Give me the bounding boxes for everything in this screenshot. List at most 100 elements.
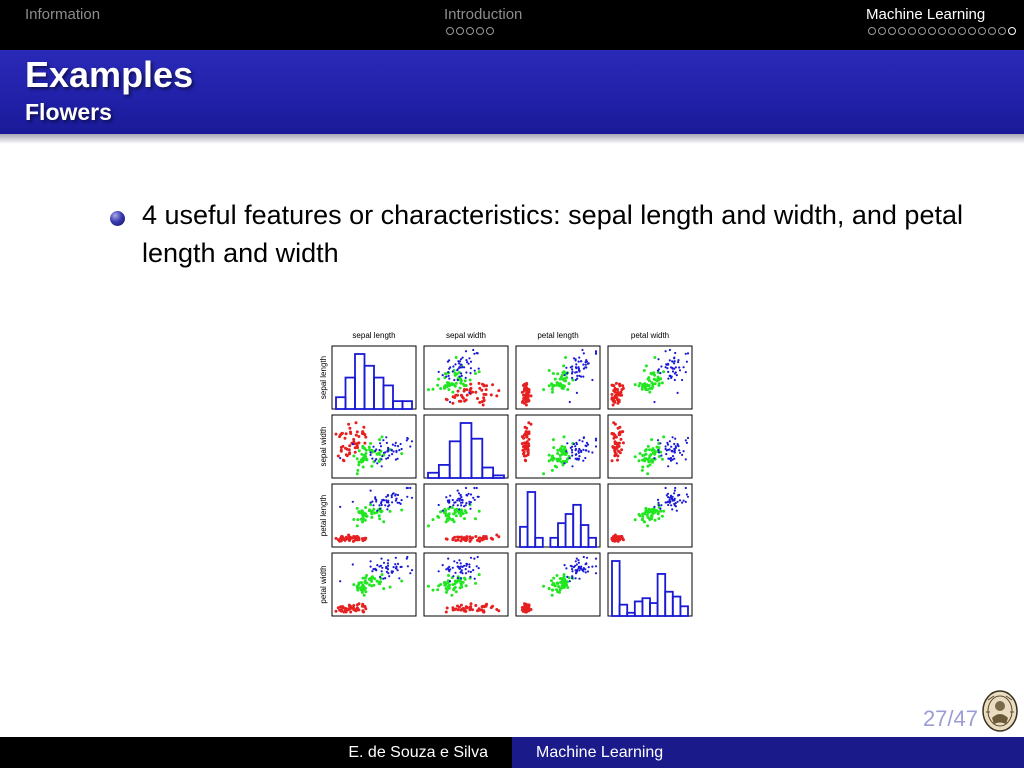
histogram-bar	[492, 474, 505, 479]
nav-section-machine-learning[interactable]: Machine Learning	[840, 0, 1024, 50]
data-point	[671, 360, 674, 363]
data-point	[475, 486, 478, 490]
data-point	[550, 593, 554, 597]
data-point	[616, 458, 619, 462]
data-point	[364, 590, 368, 594]
nav-dot[interactable]	[998, 27, 1006, 35]
data-point	[547, 587, 551, 591]
data-point	[390, 496, 393, 499]
data-point	[364, 581, 368, 585]
page-number: 27/47	[922, 706, 978, 731]
data-point	[565, 460, 569, 464]
data-point	[445, 568, 448, 571]
data-point	[575, 441, 578, 444]
data-point	[553, 464, 557, 468]
data-point	[437, 503, 440, 507]
nav-dot[interactable]	[868, 27, 876, 35]
data-point	[686, 436, 690, 440]
data-point	[459, 493, 462, 497]
data-point	[409, 445, 412, 448]
title-band-shadow	[0, 134, 1024, 144]
data-point	[374, 459, 377, 462]
nav-dot[interactable]	[908, 27, 916, 35]
data-point	[669, 375, 673, 378]
data-point	[375, 452, 379, 456]
nav-label-machine-learning[interactable]: Machine Learning	[866, 6, 986, 23]
nav-dot[interactable]	[878, 27, 886, 35]
nav-label-introduction[interactable]: Introduction	[444, 6, 523, 23]
nav-section-information[interactable]: Information	[0, 0, 320, 50]
data-point	[353, 442, 357, 446]
data-point	[594, 439, 598, 442]
nav-dot[interactable]	[978, 27, 986, 35]
data-point	[613, 395, 617, 399]
data-point	[560, 460, 564, 464]
data-point	[678, 493, 681, 497]
nav-dot[interactable]	[456, 27, 464, 35]
data-point	[355, 506, 359, 510]
data-point	[467, 362, 470, 365]
data-point	[684, 439, 687, 442]
data-point	[656, 498, 660, 501]
nav-label-information[interactable]: Information	[25, 6, 101, 23]
data-point	[459, 608, 463, 612]
histogram-bar	[587, 536, 597, 548]
data-point	[646, 472, 650, 476]
data-point	[586, 443, 590, 446]
data-point	[677, 444, 680, 447]
data-point	[678, 366, 681, 369]
data-point	[664, 501, 667, 504]
data-point	[454, 356, 458, 359]
data-point	[380, 557, 383, 560]
nav-dot[interactable]	[948, 27, 956, 35]
data-point	[568, 457, 571, 460]
data-point	[582, 352, 585, 355]
data-point	[456, 504, 459, 507]
data-point	[410, 496, 414, 499]
nav-dot[interactable]	[888, 27, 896, 35]
data-point	[481, 403, 485, 407]
data-point	[450, 506, 454, 509]
data-point	[673, 357, 676, 360]
data-point	[391, 501, 394, 504]
nav-dot[interactable]	[938, 27, 946, 35]
data-point	[394, 563, 397, 566]
nav-dot[interactable]	[446, 27, 454, 35]
nav-dot[interactable]	[918, 27, 926, 35]
data-point	[477, 573, 481, 577]
data-point	[464, 584, 468, 588]
data-point	[582, 363, 585, 366]
nav-dot[interactable]	[988, 27, 996, 35]
nav-dot[interactable]	[898, 27, 906, 35]
data-point	[347, 603, 351, 607]
data-point	[444, 372, 448, 376]
nav-section-introduction[interactable]: Introduction	[420, 0, 620, 50]
data-point	[473, 577, 476, 580]
data-point	[339, 446, 343, 449]
data-point	[378, 517, 382, 521]
nav-dot[interactable]	[476, 27, 484, 35]
data-point	[364, 448, 368, 452]
nav-dot[interactable]	[968, 27, 976, 35]
nav-dot[interactable]	[466, 27, 474, 35]
data-point	[462, 536, 466, 540]
data-point	[452, 383, 456, 387]
data-point	[469, 602, 473, 606]
data-point	[380, 465, 383, 468]
data-point	[476, 495, 479, 498]
data-point	[396, 493, 400, 497]
data-point	[621, 430, 625, 434]
nav-dot[interactable]	[486, 27, 494, 35]
nav-dot-current[interactable]	[1008, 27, 1016, 35]
data-point	[369, 503, 373, 507]
data-point	[454, 571, 457, 574]
data-point	[666, 443, 670, 446]
data-point	[464, 350, 468, 353]
data-point	[529, 394, 533, 398]
data-point	[387, 564, 390, 567]
data-point	[668, 457, 671, 460]
data-point	[352, 454, 356, 458]
nav-dot[interactable]	[928, 27, 936, 35]
nav-dot[interactable]	[958, 27, 966, 35]
data-point	[559, 375, 563, 379]
